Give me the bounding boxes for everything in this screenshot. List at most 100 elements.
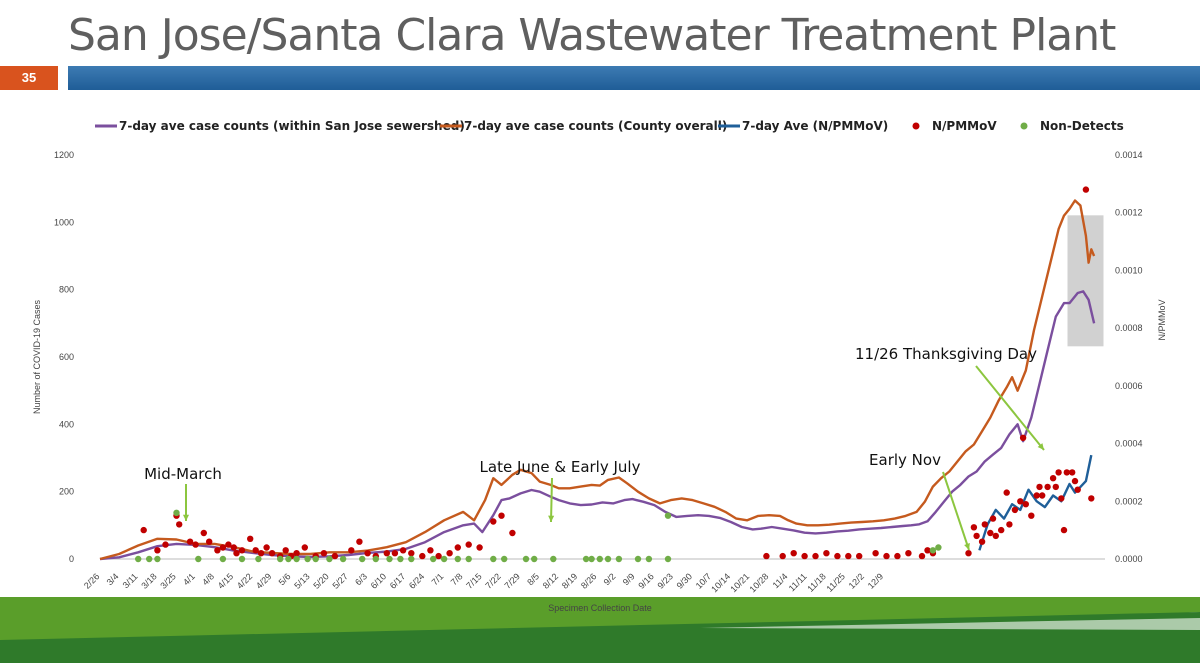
npmmov-point [1044, 483, 1051, 491]
npmmov-point [498, 512, 505, 519]
npmmov-point [998, 526, 1005, 534]
series-line [99, 199, 1096, 561]
npmmov-point [1074, 486, 1081, 493]
non-detect-point [430, 555, 437, 563]
legend-label: N/PMMoV [932, 119, 997, 133]
x-tick-label: 6/10 [369, 571, 388, 590]
npmmov-point [282, 547, 289, 554]
x-tick-label: 12/2 [847, 571, 866, 590]
y2-tick-label: 0.0000 [1115, 554, 1143, 564]
y2-tick-label: 0.0002 [1115, 496, 1143, 506]
npmmov-point [419, 552, 426, 560]
npmmov-point [989, 515, 997, 522]
non-detect-point [645, 555, 653, 563]
x-tick-label: 11/11 [787, 571, 809, 593]
npmmov-point [970, 524, 978, 531]
y-tick-label: 800 [59, 285, 74, 295]
npmmov-point [154, 547, 161, 554]
annotation-arrowhead [1037, 443, 1044, 450]
npmmov-point [263, 544, 270, 551]
x-tick-label: 11/18 [805, 571, 828, 594]
npmmov-point [252, 547, 259, 554]
npmmov-point [1058, 495, 1065, 502]
non-detect-point [454, 555, 461, 563]
annotation-arrow [942, 471, 970, 551]
y-tick-label: 1200 [54, 150, 74, 160]
slide-title: San Jose/Santa Clara Wastewater Treatmen… [68, 10, 1116, 61]
npmmov-point [1039, 492, 1046, 499]
non-detect-point [173, 509, 180, 516]
x-tick-label: 3/4 [105, 571, 121, 587]
npmmov-point [1017, 498, 1024, 505]
npmmov-point [446, 550, 453, 557]
npmmov-point [320, 550, 328, 557]
non-detect-point [195, 555, 202, 563]
npmmov-point [162, 541, 169, 548]
npmmov-point [1033, 492, 1040, 499]
x-tick-label: 10/21 [728, 571, 751, 594]
non-detect-point [219, 555, 227, 563]
npmmov-point [1006, 521, 1013, 528]
x-tick-label: 3/11 [121, 571, 140, 590]
npmmov-point [176, 521, 183, 528]
npmmov-point [790, 550, 797, 557]
npmmov-point [1063, 469, 1071, 476]
annotation-arrow [550, 477, 553, 523]
npmmov-point [894, 552, 901, 560]
x-tick-label: 10/28 [748, 571, 771, 594]
y-tick-label: 600 [59, 352, 74, 362]
non-detect-point [285, 555, 292, 563]
npmmov-point [247, 535, 254, 542]
x-tick-label: 7/29 [503, 571, 522, 590]
npmmov-point [845, 552, 852, 560]
non-detect-point [397, 555, 404, 563]
non-detect-point [664, 512, 672, 519]
non-detect-point [277, 555, 284, 563]
npmmov-point [763, 552, 770, 560]
npmmov-point [1055, 469, 1062, 476]
legend-label: Non-Detects [1040, 119, 1124, 133]
annotation-arrowhead [548, 515, 555, 522]
non-detect-point [634, 555, 642, 563]
non-detect-point [935, 544, 942, 551]
npmmov-point [408, 550, 415, 557]
x-tick-label: 4/15 [216, 571, 235, 590]
x-tick-label: 5/20 [311, 571, 330, 590]
legend-swatch-dot [912, 122, 920, 130]
npmmov-point [779, 552, 786, 560]
non-detect-point [490, 555, 497, 563]
non-detect-point [255, 555, 262, 563]
y-tick-label: 400 [59, 419, 74, 429]
npmmov-point [383, 550, 390, 557]
npmmov-point [214, 547, 221, 554]
x-tick-label: 4/22 [235, 571, 254, 590]
header-bar [68, 66, 1200, 90]
npmmov-point [918, 552, 926, 560]
npmmov-point [454, 544, 461, 551]
x-tick-label: 9/2 [602, 571, 618, 587]
npmmov-point [293, 550, 300, 557]
series-line [99, 290, 1096, 561]
non-detect-point [531, 555, 538, 563]
non-detect-point [615, 555, 623, 563]
y-tick-label: 0 [69, 554, 74, 564]
npmmov-point [1022, 501, 1029, 508]
non-detect-point [154, 555, 161, 563]
npmmov-point [233, 550, 240, 557]
x-tick-label: 4/29 [254, 571, 273, 590]
npmmov-point [856, 552, 863, 560]
x-tick-label: 6/24 [407, 571, 426, 590]
x-tick-label: 5/27 [330, 571, 349, 590]
npmmov-point [1019, 434, 1027, 441]
npmmov-point [965, 550, 972, 557]
npmmov-point [981, 521, 988, 528]
npmmov-point [987, 529, 994, 537]
non-detect-point [550, 555, 557, 563]
npmmov-point [1036, 483, 1043, 491]
x-tick-label: 2/26 [82, 571, 101, 590]
x-tick-label: 8/5 [525, 571, 541, 587]
npmmov-point [1088, 495, 1095, 502]
non-detect-point [929, 547, 937, 554]
non-detect-point [146, 555, 153, 563]
non-detect-point [522, 555, 530, 563]
